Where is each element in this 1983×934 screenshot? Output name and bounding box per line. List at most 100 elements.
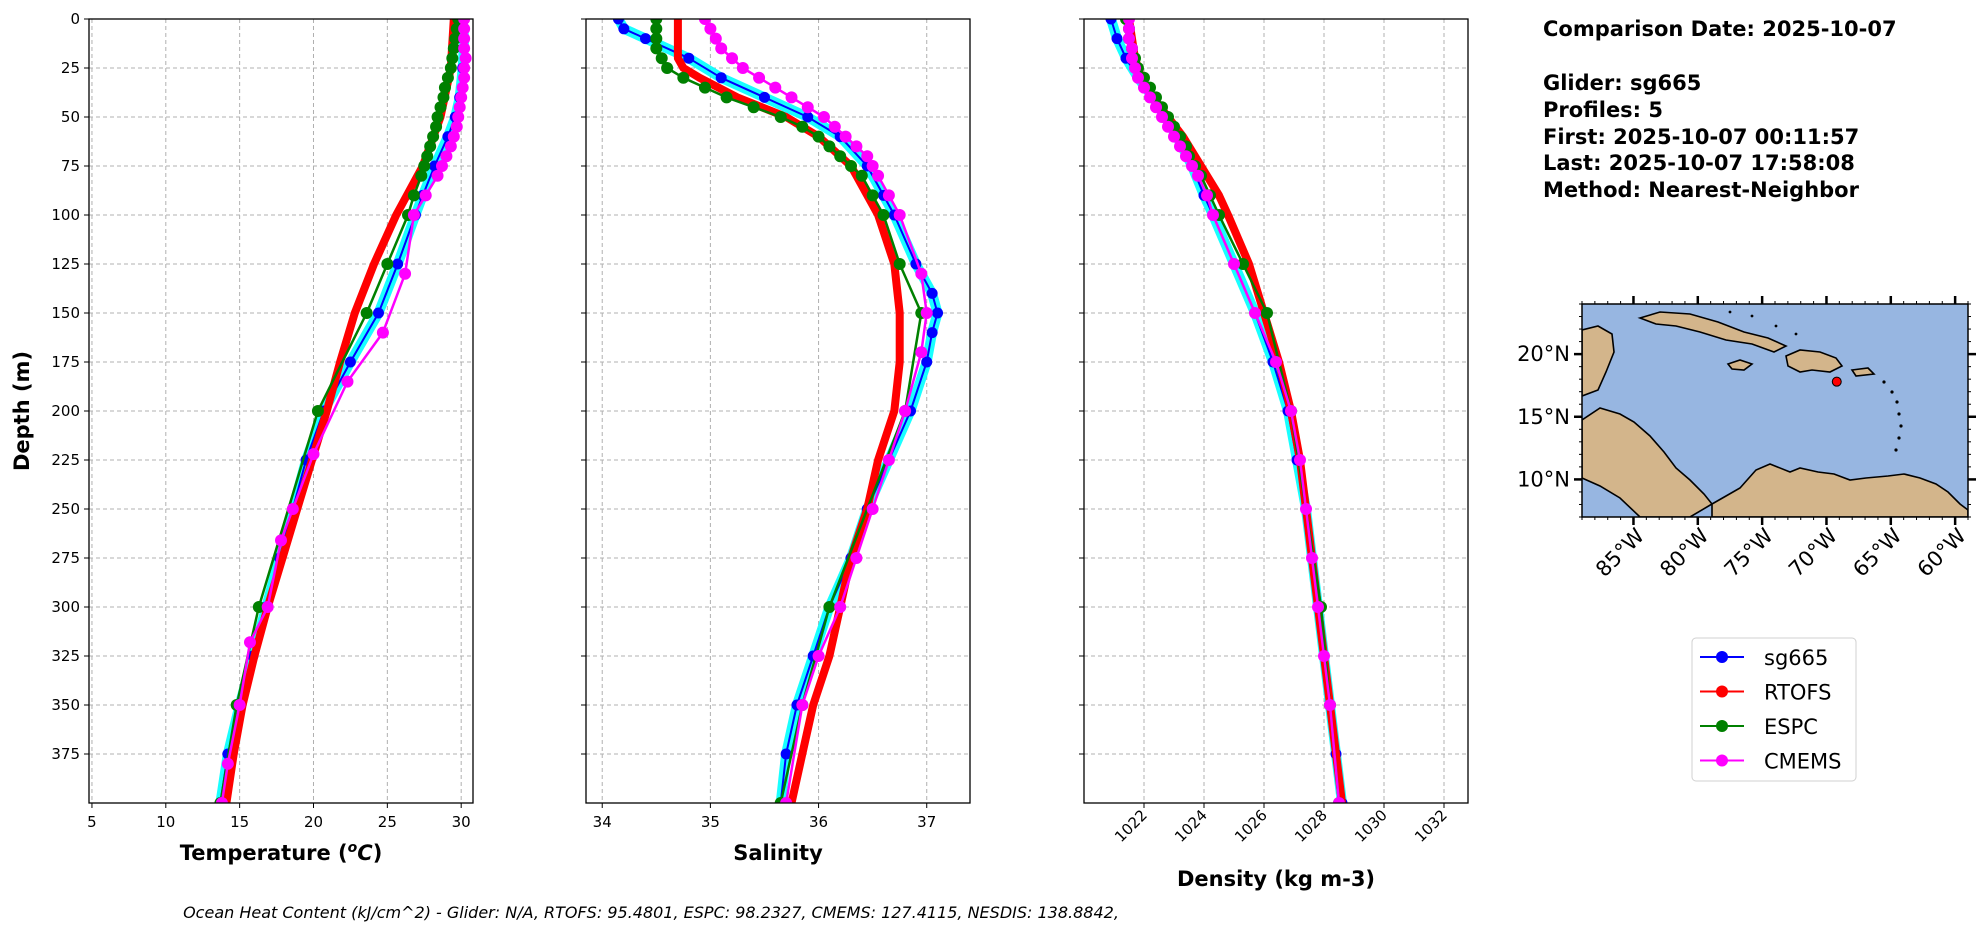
- y-tick-label: 25: [61, 59, 80, 77]
- series-CMEMS-point: [455, 91, 468, 104]
- series-RTOFS-point: [1215, 191, 1223, 199]
- series-CMEMS-point: [452, 111, 465, 123]
- series-ESPC-line: [219, 19, 460, 803]
- series-RTOFS-point: [674, 19, 682, 23]
- series-sg665-point: [926, 327, 938, 339]
- series-CMEMS-point: [915, 346, 928, 359]
- series-CMEMS-point: [1156, 111, 1168, 123]
- series-ESPC-point: [866, 189, 879, 202]
- map-land-jamaica: [1726, 359, 1754, 371]
- x-tick-label: 1024: [1171, 806, 1211, 846]
- series-ESPC-point: [415, 169, 428, 182]
- y-tick-label: 300: [51, 598, 80, 616]
- series-CMEMS-point: [893, 209, 906, 221]
- series-ESPC-point: [747, 101, 760, 114]
- y-tick-label: 350: [51, 696, 80, 714]
- series-CMEMS-point: [399, 267, 412, 280]
- legend-label-RTOFS: RTOFS: [1764, 681, 1831, 705]
- series-RTOFS-point: [825, 652, 833, 660]
- series-CMEMS-point: [444, 140, 457, 153]
- series-CMEMS-point: [341, 375, 354, 388]
- series-CMEMS-point: [882, 454, 895, 466]
- x-axis-label: Temperature (oC): [180, 840, 383, 865]
- series-CMEMS-point: [1192, 169, 1204, 182]
- series-ESPC-point: [418, 160, 431, 172]
- series-CMEMS-point: [456, 81, 469, 94]
- series-group: [1105, 19, 1348, 803]
- series-CMEMS-point: [1324, 699, 1336, 711]
- series-ESPC-point: [431, 111, 444, 123]
- series-CMEMS-point: [1123, 19, 1135, 25]
- series-CMEMS-point: [458, 42, 471, 55]
- y-tick-label: 150: [51, 304, 80, 322]
- series-RTOFS-point: [890, 407, 898, 415]
- series-ESPC-point: [855, 169, 868, 182]
- series-sg665-point: [639, 33, 651, 45]
- series-sg665-point: [758, 91, 770, 103]
- series-ESPC-point: [424, 140, 437, 153]
- ocean-heat-content-footer: Ocean Heat Content (kJ/cm^2) - Glider: N…: [183, 903, 1119, 922]
- series-ESPC-point: [421, 150, 434, 163]
- series-CMEMS-point: [440, 150, 453, 163]
- series-CMEMS-point: [419, 189, 432, 202]
- y-tick-label: 50: [61, 108, 80, 126]
- series-CMEMS-point: [866, 160, 879, 172]
- map-lon-label: 60°W: [1913, 523, 1971, 581]
- series-RTOFS-point: [733, 93, 741, 101]
- series-CMEMS-point: [447, 130, 460, 143]
- series-CMEMS-point: [915, 267, 928, 280]
- series-CMEMS-point: [1126, 52, 1138, 65]
- series-CMEMS-point: [458, 71, 471, 84]
- map-island: [1890, 390, 1894, 394]
- series-ESPC-point: [360, 307, 373, 319]
- series-CMEMS-point: [376, 326, 389, 339]
- map-island: [1894, 448, 1898, 452]
- map-land-puerto-rico: [1850, 367, 1876, 377]
- x-tick-label: 36: [809, 813, 828, 831]
- y-tick-label: 100: [51, 206, 80, 224]
- series-RTOFS-point: [896, 358, 904, 366]
- series-CMEMS-point: [1306, 552, 1318, 564]
- series-CMEMS-point: [1180, 150, 1192, 163]
- series-ESPC-point: [407, 189, 420, 202]
- map-lat-label: 10°N: [1517, 467, 1570, 491]
- series-sg665-point: [932, 307, 944, 319]
- series-sg665-point: [612, 19, 624, 25]
- map-lat-label: 20°N: [1517, 342, 1570, 366]
- series-CMEMS-point: [920, 307, 933, 319]
- series-ESPC-point: [444, 62, 457, 74]
- series-CMEMS-point: [1144, 91, 1156, 104]
- profile-panels: 5 10 15 20 25 3002550751001251501752002252502…: [10, 10, 1469, 891]
- series-CMEMS-point: [1285, 405, 1297, 417]
- series-sg665-point: [1105, 19, 1117, 25]
- series-sg665-point: [683, 52, 695, 64]
- series-RTOFS-point: [230, 750, 238, 758]
- profile-panel-3: 1022 1024 1026 1028 1030 1032 Density (kg m-3): [1079, 18, 1469, 891]
- series-ESPC-point: [796, 120, 809, 133]
- y-tick-label: 325: [51, 647, 80, 665]
- series-sg665-point: [372, 307, 384, 319]
- series-ESPC-point: [311, 405, 324, 417]
- series-CMEMS-point: [839, 130, 852, 143]
- series-RTOFS-point: [809, 701, 817, 709]
- series-CMEMS-point: [450, 120, 463, 133]
- legend-label-sg665: sg665: [1764, 646, 1828, 670]
- map-land-cuba: [1637, 311, 1788, 353]
- last-profile-time: Last: 2025-10-07 17:58:08: [1543, 151, 1855, 175]
- x-tick-label: 1032: [1411, 806, 1451, 846]
- first-profile-time: First: 2025-10-07 00:11:57: [1543, 125, 1859, 149]
- series-CMEMS-point: [1162, 120, 1174, 133]
- series-ESPC-point: [823, 140, 836, 153]
- info-block: Comparison Date: 2025-10-07 Glider: sg66…: [1543, 17, 1897, 202]
- series-CMEMS-point: [817, 111, 830, 123]
- series-CMEMS-point: [215, 797, 228, 803]
- series-CMEMS-point: [1228, 258, 1240, 270]
- series-ESPC-point: [812, 130, 825, 143]
- series-CMEMS-point: [453, 101, 466, 114]
- x-tick-label: 35: [701, 813, 720, 831]
- map-land-yucatan: [1582, 325, 1615, 397]
- series-RTOFS-point: [679, 64, 687, 72]
- y-tick-label: 175: [51, 353, 80, 371]
- series-CMEMS-point: [459, 52, 472, 65]
- series-ESPC-point: [698, 81, 711, 94]
